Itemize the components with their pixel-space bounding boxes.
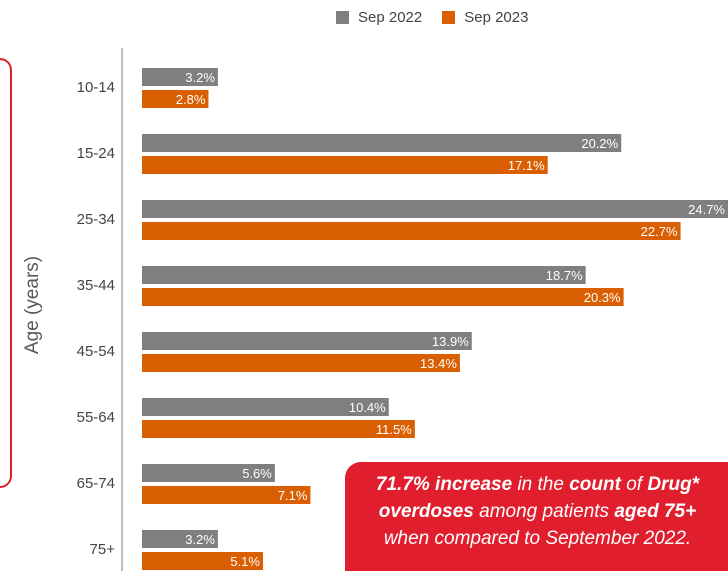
data-label: 10.4% <box>349 400 386 415</box>
y-tick-label: 35-44 <box>77 277 115 294</box>
callout-text-4: when compared to September 2022. <box>383 528 692 549</box>
data-label: 2.8% <box>176 92 206 107</box>
data-label: 3.2% <box>185 532 215 547</box>
bar-sep-2023 <box>142 354 460 372</box>
bar-sep-2022 <box>142 200 728 218</box>
data-label: 11.5% <box>376 422 412 437</box>
left-accent-bracket <box>0 58 12 488</box>
callout-highlight-count: count <box>569 474 621 495</box>
y-tick-label: 55-64 <box>77 409 115 426</box>
y-tick-label: 65-74 <box>77 475 115 492</box>
bar-sep-2023 <box>142 486 311 504</box>
legend: Sep 2022 Sep 2023 <box>336 9 548 26</box>
legend-label-sep-2023: Sep 2023 <box>464 9 529 26</box>
callout-text-1: in the <box>512 474 570 495</box>
data-label: 5.6% <box>242 466 272 481</box>
bar-sep-2022 <box>142 134 622 152</box>
data-label: 20.2% <box>581 136 618 151</box>
callout-text-2: of <box>620 474 648 495</box>
bar-sep-2023 <box>142 420 415 438</box>
callout-highlight-age: aged 75+ <box>614 501 697 522</box>
y-tick-label: 45-54 <box>77 343 115 360</box>
data-label: 7.1% <box>278 488 308 503</box>
bar-sep-2023 <box>142 288 624 306</box>
legend-item-sep-2022: Sep 2022 <box>336 9 422 26</box>
legend-label-sep-2022: Sep 2022 <box>358 9 423 26</box>
y-tick-label: 75+ <box>90 541 116 558</box>
data-label: 13.4% <box>420 356 457 371</box>
bar-sep-2023 <box>142 222 681 240</box>
callout-text-3: among patients <box>473 501 615 522</box>
data-label: 24.7% <box>688 202 725 217</box>
bar-sep-2022 <box>142 68 218 86</box>
data-label: 22.7% <box>641 224 678 239</box>
y-tick-label: 15-24 <box>77 145 115 162</box>
bar-sep-2022 <box>142 464 275 482</box>
bar-sep-2022 <box>142 398 389 416</box>
legend-item-sep-2023: Sep 2023 <box>442 9 528 26</box>
bar-sep-2022 <box>142 266 586 284</box>
callout-box: 71.7% increase in the count of Drug* ove… <box>345 462 728 571</box>
y-tick-label: 10-14 <box>77 79 115 96</box>
bar-sep-2023 <box>142 156 548 174</box>
legend-swatch-sep-2023 <box>442 11 456 24</box>
y-axis-label: Age (years) <box>22 255 43 355</box>
data-label: 13.9% <box>432 334 469 349</box>
data-label: 3.2% <box>185 70 215 85</box>
data-label: 20.3% <box>584 290 621 305</box>
callout-highlight-drug: Drug* overdoses <box>378 474 700 522</box>
bar-sep-2022 <box>142 332 472 350</box>
bar-sep-2023 <box>142 552 263 570</box>
legend-swatch-sep-2022 <box>336 11 349 24</box>
bar-sep-2023 <box>142 90 209 108</box>
data-label: 17.1% <box>508 158 545 173</box>
data-label: 5.1% <box>230 554 260 569</box>
callout-highlight-increase: 71.7% increase <box>375 474 513 495</box>
y-tick-label: 25-34 <box>77 211 115 228</box>
bar-sep-2022 <box>142 530 218 548</box>
data-label: 18.7% <box>546 268 583 283</box>
